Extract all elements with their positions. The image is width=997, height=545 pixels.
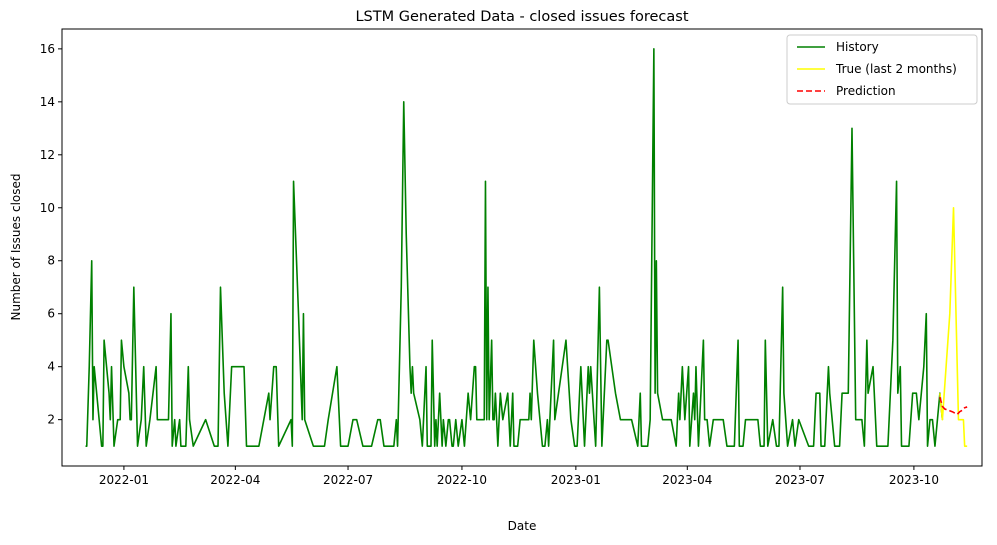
x-tick-label: 2022-01 <box>99 473 149 487</box>
chart-title: LSTM Generated Data - closed issues fore… <box>355 9 688 25</box>
x-axis: 2022-01 2022-04 2022-07 2022-10 2023-01 2023-… <box>99 466 939 487</box>
x-tick-label: 2022-10 <box>437 473 487 487</box>
y-tick-label: 4 <box>47 360 55 374</box>
x-tick-label: 2023-10 <box>889 473 939 487</box>
series-line-true <box>939 206 968 447</box>
y-tick-label: 14 <box>40 95 55 109</box>
y-tick-label: 2 <box>47 413 55 427</box>
x-tick-label: 2022-04 <box>210 473 260 487</box>
x-tick-label: 2022-07 <box>323 473 373 487</box>
legend-label-true: True (last 2 months) <box>835 62 957 76</box>
y-tick-label: 6 <box>47 307 55 321</box>
series-line-prediction <box>939 396 968 416</box>
y-tick-label: 16 <box>40 42 55 56</box>
y-tick-label: 12 <box>40 148 55 162</box>
y-tick-label: 8 <box>47 254 55 268</box>
y-axis-title: Number of Issues closed <box>9 173 23 320</box>
legend-label-history: History <box>836 40 879 54</box>
series-line-history <box>85 48 944 447</box>
y-axis: 2 4 6 8 10 12 14 16 <box>40 42 62 427</box>
plot-frame <box>61 28 983 467</box>
legend-box <box>786 34 978 105</box>
series-layer <box>85 48 968 447</box>
x-tick-label: 2023-01 <box>551 473 601 487</box>
y-tick-label: 10 <box>40 201 55 215</box>
x-tick-label: 2023-04 <box>662 473 712 487</box>
legend-label-prediction: Prediction <box>836 84 896 98</box>
x-tick-label: 2023-07 <box>775 473 825 487</box>
x-axis-title: Date <box>508 519 537 533</box>
legend: History True (last 2 months) Prediction <box>786 34 978 105</box>
